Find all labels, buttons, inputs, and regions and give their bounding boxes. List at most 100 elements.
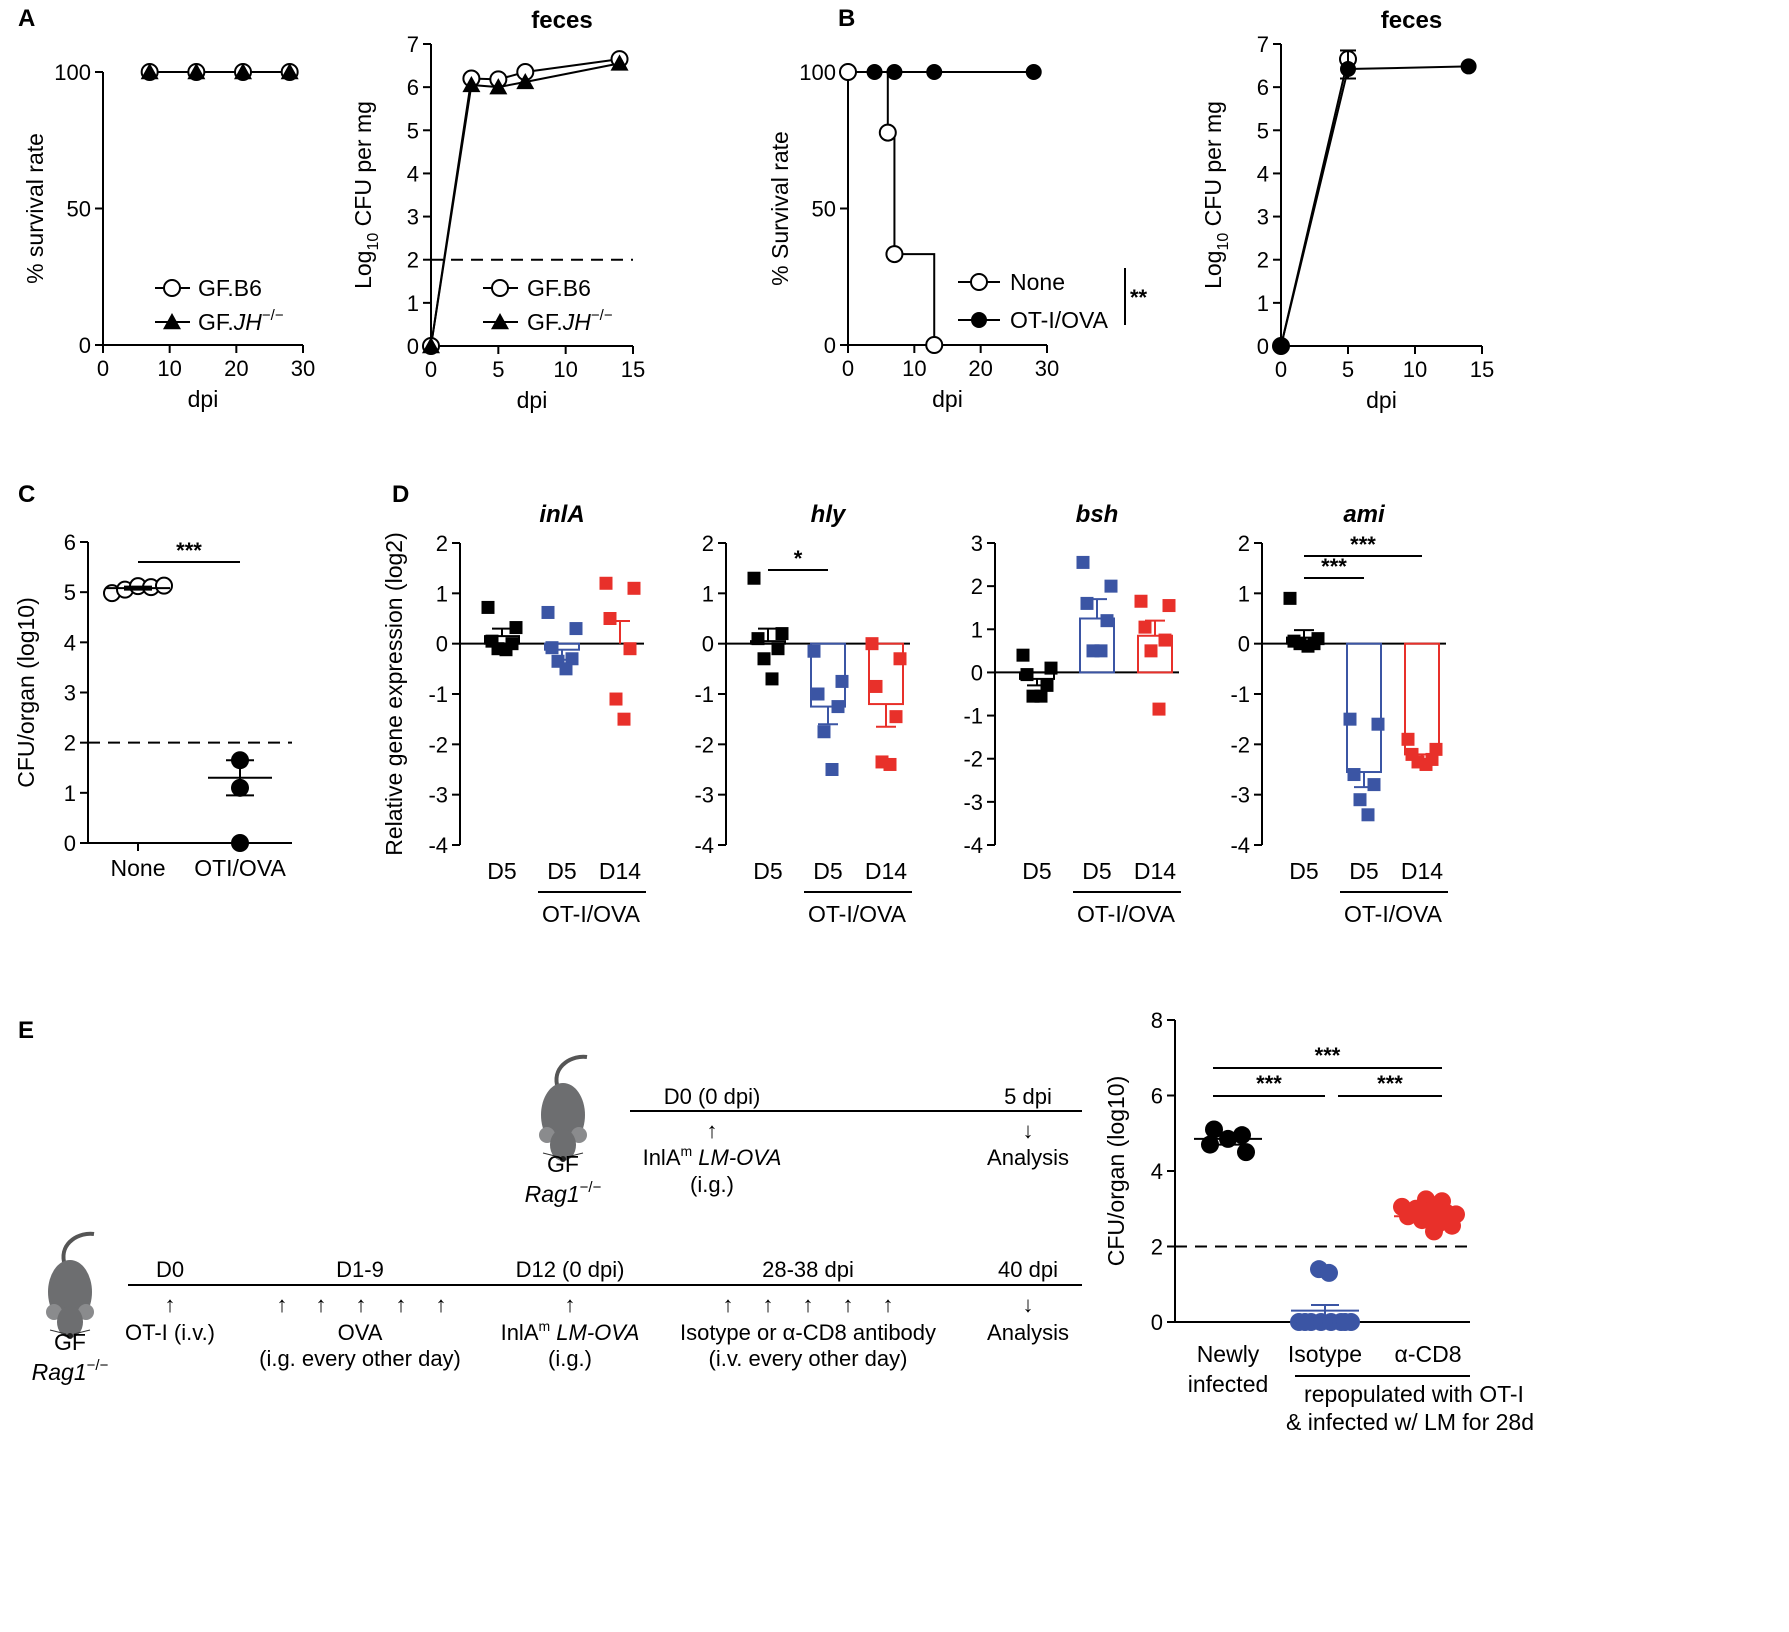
A2-y-tick-label: 5 (407, 118, 419, 143)
E-bottom-event-label: D1-9 (336, 1257, 384, 1282)
D-bsh-point (1162, 599, 1176, 613)
A1-x-tick-label: 10 (157, 356, 181, 381)
D-bsh-y-tick-label: 2 (971, 574, 983, 599)
C-point-oti (231, 834, 249, 852)
D-bsh-point (1104, 579, 1118, 593)
E-bottom-event-arrow: ↑ (803, 1292, 814, 1317)
D-ami-point (1301, 639, 1315, 653)
mouse-nose (67, 1333, 73, 1339)
D-ami-point (1283, 591, 1297, 605)
D-bsh-x-tick-label: D5 (1022, 858, 1051, 884)
D-inlA-point (559, 662, 573, 676)
B1-x-tick-label: 30 (1035, 356, 1059, 381)
E-bottom-event-arrow: ↑ (723, 1292, 734, 1317)
E-bottom-event-desc2: (i.g. every other day) (259, 1346, 461, 1371)
D-hly-group-label: OT-I/OVA (808, 901, 907, 927)
B1-point (886, 64, 903, 80)
A2-y-tick-label: 3 (407, 205, 419, 230)
E-bottom-event-desc: OT-I (i.v.) (125, 1320, 215, 1345)
D-inlA-x-tick-label: D5 (547, 858, 576, 884)
A2-y-tick-label: 4 (407, 161, 419, 186)
D-hly-x-tick-label: D5 (813, 858, 842, 884)
D-hly-point (893, 652, 907, 666)
B1-legend-marker (971, 312, 987, 328)
D-hly-y-tick-label: -1 (694, 682, 714, 707)
D-ami-significance-label: *** (1321, 554, 1347, 579)
D-ami-y-tick-label: 0 (1238, 632, 1250, 657)
E-bottom-event-arrow: ↑ (883, 1292, 894, 1317)
mouse-nose (560, 1156, 566, 1162)
D-ami-point (1361, 808, 1375, 822)
D-hly-point (751, 632, 765, 646)
D-ami-x-tick-label: D5 (1349, 858, 1378, 884)
A1-point (280, 63, 299, 80)
E-bottom-event-arrow: ↑ (763, 1292, 774, 1317)
D-hly-point (825, 763, 839, 776)
E-chart-point (1443, 1216, 1461, 1235)
D-ami-point (1371, 717, 1385, 731)
panel-label-B: B (838, 5, 855, 32)
D-bsh-point (1152, 702, 1166, 716)
D-ami-group-label: OT-I/OVA (1344, 901, 1443, 927)
E-bottom-event-desc2: (i.v. every other day) (709, 1346, 908, 1371)
A2-y-label: Log10 CFU per mg (350, 101, 382, 289)
D-ami-y-tick-label: -4 (1230, 833, 1250, 858)
D-inlA-y-tick-label: -4 (428, 833, 448, 858)
D-hly-y-tick-label: -4 (694, 833, 714, 858)
A2-point (610, 54, 629, 71)
panel-label-A: A (18, 5, 35, 32)
mouse-whisker (542, 1152, 560, 1158)
D-bsh-y-tick-label: -4 (963, 833, 983, 858)
D-bsh-point (1100, 614, 1114, 628)
D-hly-point (807, 644, 821, 658)
C-y-tick-label: 3 (64, 681, 76, 706)
E-chart-x-tick-label: α-CD8 (1395, 1341, 1462, 1367)
panel-label-E: E (18, 1017, 34, 1044)
D-hly-title: hly (811, 501, 847, 528)
E-bottom-event-arrow: ↑ (356, 1292, 367, 1317)
E-chart-significance-label: *** (1377, 1071, 1403, 1096)
D-hly-point (883, 757, 897, 771)
E-chart-y-tick-label: 6 (1151, 1084, 1163, 1109)
D-inlA-point (609, 692, 623, 706)
A2-series-line-0 (430, 58, 620, 347)
panel-label-D: D (392, 481, 409, 508)
A1-x-tick-label: 20 (224, 356, 248, 381)
E-chart-group-label-1: repopulated with OT-I (1304, 1381, 1524, 1407)
D-hly-x-tick-label: D14 (865, 858, 907, 884)
B2-y-tick-label: 7 (1257, 32, 1269, 57)
E-bottom-event-label: 40 dpi (998, 1257, 1058, 1282)
C-y-tick-label: 1 (64, 781, 76, 806)
B2-x-label: dpi (1366, 387, 1397, 413)
D-hly-point (811, 687, 825, 701)
E-bottom-event-arrow: ↑ (277, 1292, 288, 1317)
B1-significance-label: ** (1130, 285, 1148, 310)
D-inlA-point (541, 605, 555, 619)
C-significance-label: *** (176, 538, 202, 563)
A2-point (422, 337, 440, 354)
D-inlA-y-tick-label: 0 (436, 632, 448, 657)
D-bsh-y-tick-label: -2 (963, 747, 983, 772)
B2-y-tick-label: 5 (1257, 118, 1269, 143)
D-ami-y-tick-label: 1 (1238, 581, 1250, 606)
D-hly-point (775, 627, 789, 641)
D-inlA-y-tick-label: 1 (436, 581, 448, 606)
B1-series-line-0 (848, 71, 936, 345)
C-point-none (155, 576, 173, 595)
E-chart-significance-label: *** (1315, 1043, 1341, 1068)
A2-y-tick-label: 1 (407, 291, 419, 316)
E-mouse-bottom-label-gf: GF (54, 1329, 86, 1355)
D-y-label: Relative gene expression (log2) (381, 532, 407, 855)
A2-series-line-1 (430, 62, 620, 347)
A2-x-tick-label: 5 (492, 357, 504, 382)
E-chart-y-tick-label: 8 (1151, 1008, 1163, 1033)
D-inlA-point (623, 642, 637, 656)
A1-y-tick-label: 100 (54, 60, 91, 85)
mouse-tail (61, 1231, 95, 1263)
B1-point (839, 63, 857, 81)
A2-x-label: dpi (517, 387, 548, 413)
D-ami-x-tick-label: D14 (1401, 858, 1443, 884)
A2-legend-label: GF.B6 (527, 275, 591, 301)
D-hly-point (835, 674, 849, 688)
